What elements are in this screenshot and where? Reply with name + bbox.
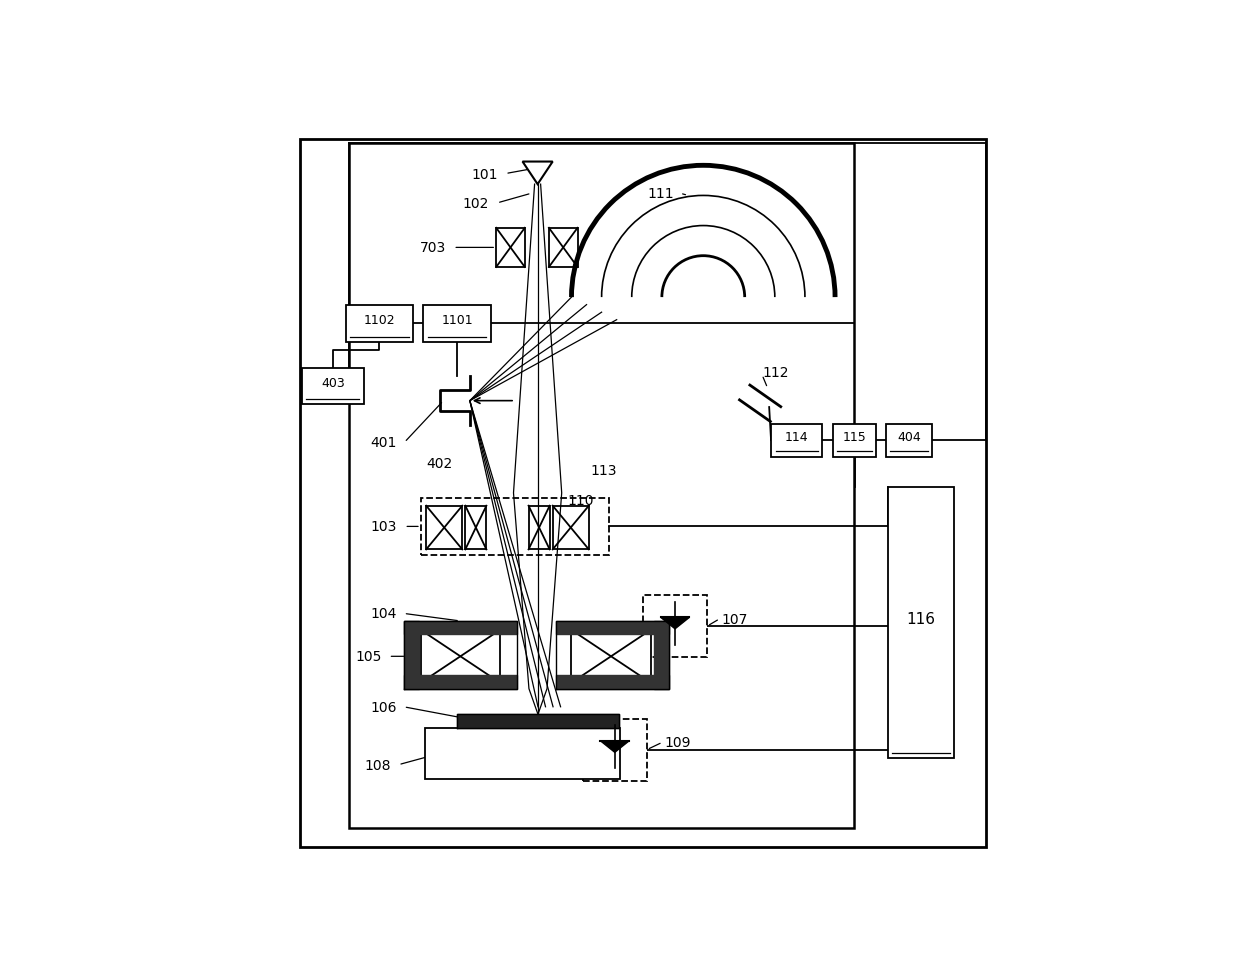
Polygon shape: [403, 621, 419, 689]
Text: 101: 101: [471, 167, 497, 182]
Polygon shape: [403, 621, 517, 635]
Text: 104: 104: [371, 607, 397, 620]
Text: 102: 102: [463, 196, 489, 211]
Bar: [346, 305, 413, 343]
Text: 404: 404: [897, 431, 921, 444]
Polygon shape: [661, 617, 689, 629]
Bar: [420, 630, 500, 683]
Bar: [833, 424, 877, 457]
Polygon shape: [655, 621, 670, 689]
Text: 108: 108: [365, 758, 391, 772]
Text: 109: 109: [665, 736, 691, 749]
Text: 115: 115: [843, 431, 867, 444]
Text: 114: 114: [785, 431, 808, 444]
Polygon shape: [557, 675, 670, 689]
Bar: [771, 424, 822, 457]
Bar: [424, 728, 620, 780]
Text: 403: 403: [321, 376, 345, 389]
Text: 1101: 1101: [441, 314, 472, 327]
Bar: [553, 506, 589, 550]
Bar: [350, 144, 854, 828]
Bar: [644, 596, 707, 658]
Polygon shape: [458, 714, 619, 728]
Text: 1102: 1102: [363, 314, 396, 327]
Bar: [888, 488, 954, 758]
Bar: [420, 498, 609, 555]
Bar: [301, 368, 363, 404]
Text: 106: 106: [371, 701, 397, 714]
Polygon shape: [403, 675, 517, 689]
Text: 402: 402: [427, 456, 453, 470]
Text: 401: 401: [371, 436, 397, 450]
Bar: [427, 506, 463, 550]
Polygon shape: [557, 621, 670, 635]
Text: 105: 105: [356, 650, 382, 663]
Text: 111: 111: [647, 187, 675, 201]
Bar: [496, 229, 525, 268]
Text: 107: 107: [722, 612, 748, 626]
Bar: [549, 229, 578, 268]
Text: 116: 116: [906, 612, 935, 626]
Bar: [885, 424, 932, 457]
Text: 113: 113: [590, 464, 616, 478]
Bar: [423, 305, 491, 343]
Polygon shape: [600, 742, 629, 752]
Bar: [583, 719, 647, 781]
Text: 110: 110: [568, 494, 594, 508]
Text: 112: 112: [763, 366, 789, 380]
Bar: [528, 506, 549, 550]
Bar: [465, 506, 486, 550]
Bar: [572, 630, 651, 683]
Text: 703: 703: [420, 241, 446, 255]
Text: 103: 103: [371, 520, 397, 533]
